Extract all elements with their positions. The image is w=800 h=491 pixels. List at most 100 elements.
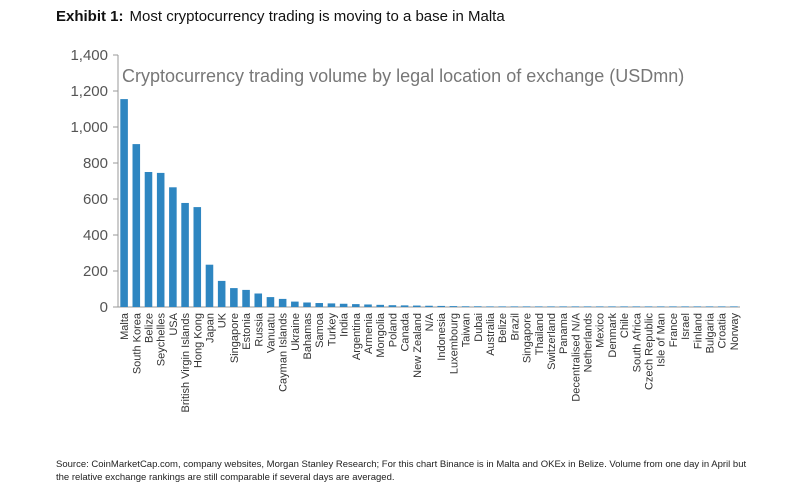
bar — [291, 301, 299, 307]
bar — [120, 99, 128, 307]
y-tick-label: 1,000 — [70, 119, 108, 136]
x-category-label: Argentina — [351, 312, 363, 360]
x-category-label: Thailand — [534, 313, 546, 355]
x-category-label: Chile — [619, 313, 631, 338]
x-category-label: Singapore — [522, 313, 534, 363]
y-tick-label: 1,200 — [70, 83, 108, 100]
bar — [205, 264, 214, 307]
x-category-label: Mongolia — [375, 312, 387, 358]
x-category-label: Hong Kong — [192, 313, 204, 368]
x-category-label: Isle of Man — [656, 313, 668, 367]
bar — [364, 304, 372, 307]
x-category-label: N/A — [424, 312, 436, 331]
bar — [254, 293, 263, 307]
source-note: Source: CoinMarketCap.com, company websi… — [56, 459, 747, 483]
bar — [571, 306, 580, 307]
bar — [217, 280, 226, 307]
bar — [656, 306, 665, 307]
bar — [498, 306, 506, 307]
x-category-label: Bulgaria — [705, 312, 717, 353]
bar — [339, 303, 348, 307]
x-category-label: South Africa — [631, 312, 643, 372]
x-category-label: Czech Republic — [644, 313, 656, 391]
x-category-label: Luxembourg — [448, 313, 460, 374]
bar — [461, 306, 470, 307]
bar — [449, 306, 458, 307]
bar — [693, 306, 702, 307]
bar — [681, 306, 689, 307]
bar — [266, 297, 275, 307]
x-category-label: Finland — [692, 313, 704, 349]
x-category-label: Netherlands — [583, 313, 595, 373]
x-category-label: Australia — [485, 312, 497, 356]
bar — [315, 303, 324, 307]
x-category-label: Canada — [400, 312, 412, 351]
x-category-label: Dubai — [473, 313, 485, 342]
bar — [193, 207, 202, 307]
bar — [242, 289, 250, 307]
bar — [669, 306, 677, 307]
x-category-label: New Zealand — [412, 313, 424, 378]
bar — [327, 303, 336, 307]
y-tick-label: 200 — [83, 263, 108, 280]
x-category-label: Japan — [204, 313, 216, 343]
x-category-label: Israel — [680, 313, 692, 340]
x-category-label: Russia — [253, 312, 265, 347]
bar — [144, 172, 153, 307]
x-category-label: Bahamas — [302, 313, 314, 360]
x-category-label: Belize — [497, 313, 509, 343]
bar — [547, 306, 555, 307]
x-category-label: South Korea — [131, 312, 143, 374]
bar — [132, 144, 141, 307]
x-category-label: Norway — [729, 313, 741, 351]
bar — [425, 305, 433, 307]
bar — [486, 306, 494, 307]
bar — [705, 306, 714, 307]
bar — [376, 304, 384, 307]
x-category-label: Croatia — [717, 312, 729, 348]
x-category-label: Indonesia — [436, 312, 448, 361]
x-category-label: Taiwan — [461, 313, 473, 347]
bar — [559, 306, 567, 307]
bar — [730, 306, 738, 307]
bar-chart: 0 200 400 600 800 1,000 1,200 1,400 Cryptocurren… — [70, 47, 741, 413]
bar — [717, 306, 726, 307]
x-category-label: Turkey — [326, 313, 338, 347]
bar — [352, 304, 360, 307]
bar — [181, 202, 189, 307]
bar — [388, 305, 397, 307]
bar — [510, 306, 519, 307]
x-category-label: Panama — [558, 312, 570, 354]
x-category-label: Malta — [119, 312, 131, 340]
bar — [230, 288, 238, 307]
bar — [522, 306, 531, 307]
bar — [620, 306, 628, 307]
bar — [303, 302, 311, 307]
exhibit-header: Exhibit 1: Most cryptocurrency trading is… — [56, 8, 505, 25]
x-category-label: Brazil — [509, 313, 521, 341]
bar — [169, 187, 177, 307]
x-category-label: British Virgin Islands — [180, 313, 192, 413]
y-tick-label: 0 — [100, 299, 108, 316]
x-category-label: Seychelles — [156, 313, 168, 367]
bar — [437, 305, 445, 307]
bar — [583, 306, 592, 307]
x-category-label: Armenia — [363, 312, 375, 354]
bar — [632, 306, 641, 307]
bar — [608, 306, 616, 307]
bar — [534, 306, 543, 307]
y-tick-label: 800 — [83, 155, 108, 172]
bar — [278, 298, 287, 307]
x-category-label: Samoa — [314, 312, 326, 348]
y-tick-label: 600 — [83, 191, 108, 208]
x-category-label: France — [668, 313, 680, 347]
chart-title: Cryptocurrency trading volume by legal l… — [122, 66, 684, 86]
x-category-label: Denmark — [607, 313, 619, 358]
x-category-label: Estonia — [241, 312, 253, 350]
x-category-label: Ukraine — [290, 313, 302, 351]
exhibit-headline: Most cryptocurrency trading is moving to… — [129, 8, 505, 25]
y-tick-label: 1,400 — [70, 47, 108, 64]
bar — [644, 306, 653, 307]
x-category-label: Singapore — [229, 313, 241, 363]
x-category-label: Belize — [143, 313, 155, 343]
